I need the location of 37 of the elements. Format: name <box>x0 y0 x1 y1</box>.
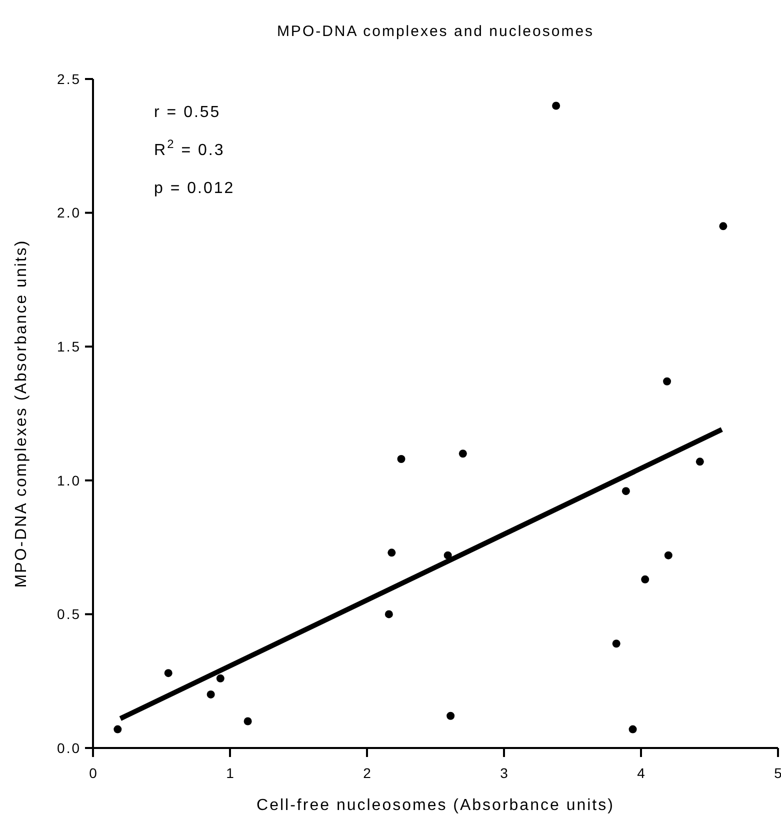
y-tick-label: 1.5 <box>57 338 81 354</box>
point <box>719 222 728 230</box>
point <box>622 487 630 496</box>
annotation: r = 0.55 <box>154 104 221 121</box>
point <box>641 575 650 584</box>
point <box>663 377 672 386</box>
x-tick-label: 5 <box>774 765 781 781</box>
y-axis-title: MPO-DNA complexes (Absorbance units) <box>13 239 30 588</box>
point <box>446 712 455 720</box>
x-tick-label: 4 <box>637 765 646 781</box>
point <box>696 458 704 466</box>
annotation: p = 0.012 <box>154 180 235 197</box>
point <box>552 102 560 110</box>
y-tick-label: 1.0 <box>57 472 81 488</box>
point <box>164 669 172 678</box>
y-tick-label: 2.5 <box>57 70 81 87</box>
x-axis-title: Cell-free nucleosomes (Absorbance units) <box>256 797 614 814</box>
x-tick-label: 3 <box>500 765 508 781</box>
point <box>114 725 122 734</box>
annotation: R$^{2}$ = 0.3 <box>154 137 225 159</box>
y-tick-label: 0.5 <box>57 606 81 622</box>
point <box>397 454 406 463</box>
point <box>664 551 672 560</box>
point <box>612 640 620 648</box>
chart-title: MPO-DNA complexes and nucleosomes <box>276 23 594 40</box>
x-tick-label: 2 <box>363 765 372 781</box>
x-tick-label: 1 <box>226 765 234 781</box>
point <box>206 690 215 698</box>
point <box>388 548 396 557</box>
x-tick-label: 0 <box>89 765 98 781</box>
point <box>216 674 224 682</box>
point <box>244 717 252 726</box>
y-tick-label: 0.0 <box>57 740 81 756</box>
y-tick-label: 2.0 <box>57 204 81 221</box>
point <box>458 450 467 458</box>
point <box>628 725 637 734</box>
point <box>384 610 393 618</box>
